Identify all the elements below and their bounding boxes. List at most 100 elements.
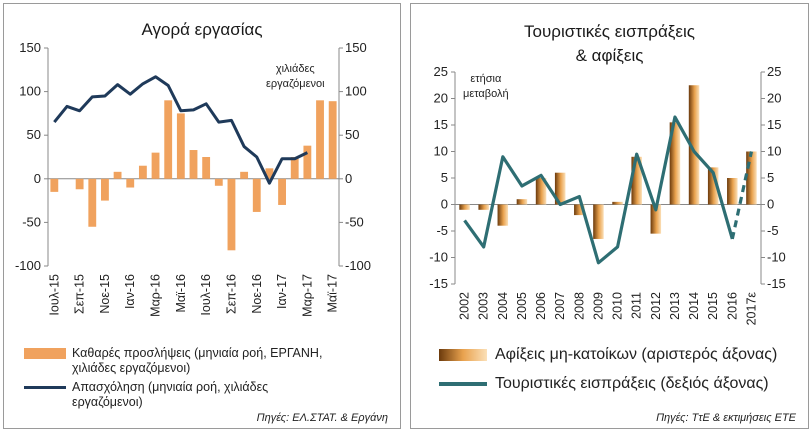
units-annotation: χιλιάδες εργαζόμενοι [266, 62, 325, 92]
chart-title: Αγορά εργασίας [141, 20, 263, 39]
y-tick-label: 50 [27, 127, 41, 142]
x-tick-label: 2002 [458, 292, 472, 320]
labour-market-panel: Αγορά εργασίας -100 -50 0 50 100 150 -100 -50 0 5… [3, 3, 401, 429]
bar [113, 171, 122, 179]
y-tick-label: 25 [434, 64, 448, 79]
x-tick-label: 2017ε [744, 292, 758, 326]
series-line-receipts [463, 115, 734, 265]
y2-tick-label: -15 [767, 276, 786, 291]
bar [669, 122, 681, 205]
x-tick-label: 2008 [572, 292, 586, 320]
legend-item-receipts: Τουριστικές εισπράξεις (δεξιός άξονας) [439, 375, 769, 392]
legend-label: Απασχόληση (μηνιαία ροή, χιλιάδες εργαζό… [72, 380, 268, 410]
bar [328, 101, 337, 179]
y-tick-label: 10 [434, 144, 448, 159]
x-tick-label: Ιουλ-15 [47, 274, 61, 316]
y2-tick-label: -5 [767, 223, 779, 238]
bar [650, 204, 662, 234]
y2-tick-label: 0 [345, 171, 352, 186]
bar [727, 178, 738, 205]
source-note: Πηγές: ΕΛ.ΣΤΑΤ. & Εργάνη [256, 412, 388, 424]
x-tick-label: 2007 [553, 292, 567, 320]
legend-item-arrivals: Αφίξεις μη-κατοίκων (αριστερός άξονας) [439, 346, 778, 363]
y2-tick-label: 25 [767, 64, 781, 79]
x-tick-label: 2011 [630, 292, 644, 319]
annotation-line: εργαζόμενοι [266, 78, 325, 90]
legend-label: Τουριστικές εισπράξεις (δεξιός άξονας) [495, 375, 769, 392]
y2-tick-label: 20 [767, 91, 781, 106]
y-tick-label: 5 [441, 170, 448, 185]
bar [164, 100, 173, 179]
y2-tick-label: 0 [767, 197, 774, 212]
chart-title: Τουριστικές εισπράξεις & αφίξεις [411, 20, 808, 68]
annotation-line: χιλιάδες [275, 63, 315, 75]
y-tick-label: -100 [15, 258, 41, 273]
bar [612, 201, 623, 205]
legend-line: εργαζόμενοι) [72, 395, 143, 409]
y2-tick-label: -10 [767, 250, 786, 265]
bar [290, 157, 299, 179]
bar [202, 157, 211, 179]
bar [459, 204, 470, 210]
legend-line: Απασχόληση (μηνιαία ροή, χιλιάδες [72, 380, 269, 394]
bar [176, 113, 185, 179]
x-tick-label: Σεπ-15 [73, 274, 87, 314]
y2-tick-label: 15 [767, 117, 781, 132]
bar [316, 100, 324, 179]
y2-tick-label: -100 [345, 258, 371, 273]
y2-tick-label: 100 [345, 84, 367, 99]
legend-label: Αφίξεις μη-κατοίκων (αριστερός άξονας) [495, 346, 778, 363]
bar [265, 168, 274, 179]
y-tick-label: 15 [434, 117, 448, 132]
x-tick-label: Νοε-15 [98, 274, 112, 314]
y2-tick-label: -50 [345, 214, 364, 229]
x-tick-label: Μαϊ-16 [174, 274, 188, 313]
bar [497, 204, 509, 226]
bar [478, 204, 489, 210]
tourism-chart: -15 -10 -5 0 5 10 15 20 25 -15 -10 -5 0 5 10 15 20 25 2002… [429, 64, 786, 326]
x-tick-label: 2016 [725, 292, 739, 320]
bar [240, 171, 249, 179]
bar [278, 178, 286, 205]
x-tick-label: Σεπ-16 [224, 274, 238, 314]
bar [631, 156, 642, 205]
x-tick-label: 2004 [496, 292, 510, 320]
y-tick-label: 100 [19, 84, 41, 99]
legend-swatch-line [439, 382, 487, 386]
x-tick-label: 2012 [649, 292, 663, 320]
bar [535, 178, 547, 205]
x-tick-label: 2015 [706, 292, 720, 320]
bar [516, 199, 528, 205]
x-tick-label: Ιουλ-16 [199, 274, 213, 316]
legend-line: Καθαρές προσλήψεις (μηνιαία ροή, ΕΡΓΑΝΗ, [72, 346, 323, 360]
y-tick-label: 150 [19, 40, 41, 55]
y-tick-label: -50 [22, 214, 41, 229]
y-tick-label: 20 [434, 91, 448, 106]
labour-market-chart: -100 -50 0 50 100 150 -100 -50 0 50 100 150 Ιουλ-15 Σ… [15, 40, 371, 317]
x-tick-label: 2003 [477, 292, 491, 320]
y-tick-label: 0 [441, 197, 448, 212]
bar [151, 152, 160, 179]
bar [303, 145, 312, 179]
bar [126, 178, 135, 188]
legend-swatch-bar [24, 348, 66, 359]
legend-swatch-bar [439, 349, 487, 361]
bar [688, 85, 700, 205]
series-line-receipts-estimate [730, 151, 754, 240]
x-tick-label: 2009 [591, 292, 605, 320]
bar [50, 178, 59, 192]
tourism-panel: Τουριστικές εισπράξεις & αφίξεις -15 -10 -… [410, 3, 809, 429]
title-line: & αφίξεις [575, 46, 644, 65]
x-tick-label: 2014 [687, 292, 701, 320]
y-tick-label: -10 [429, 250, 448, 265]
y-tick-label: -5 [436, 223, 448, 238]
y-tick-label: -15 [429, 276, 448, 291]
legend-swatch-line [24, 386, 66, 389]
source-note: Πηγές: ΤτΕ & εκτιμήσεις ΕΤΕ [656, 412, 796, 424]
x-tick-label: 2005 [515, 292, 529, 320]
x-tick-label: 2006 [534, 292, 548, 320]
y2-tick-label: 5 [767, 170, 774, 185]
legend-item-employment: Απασχόληση (μηνιαία ροή, χιλιάδες εργαζό… [24, 380, 268, 410]
bar [88, 178, 97, 227]
bar [707, 167, 719, 205]
